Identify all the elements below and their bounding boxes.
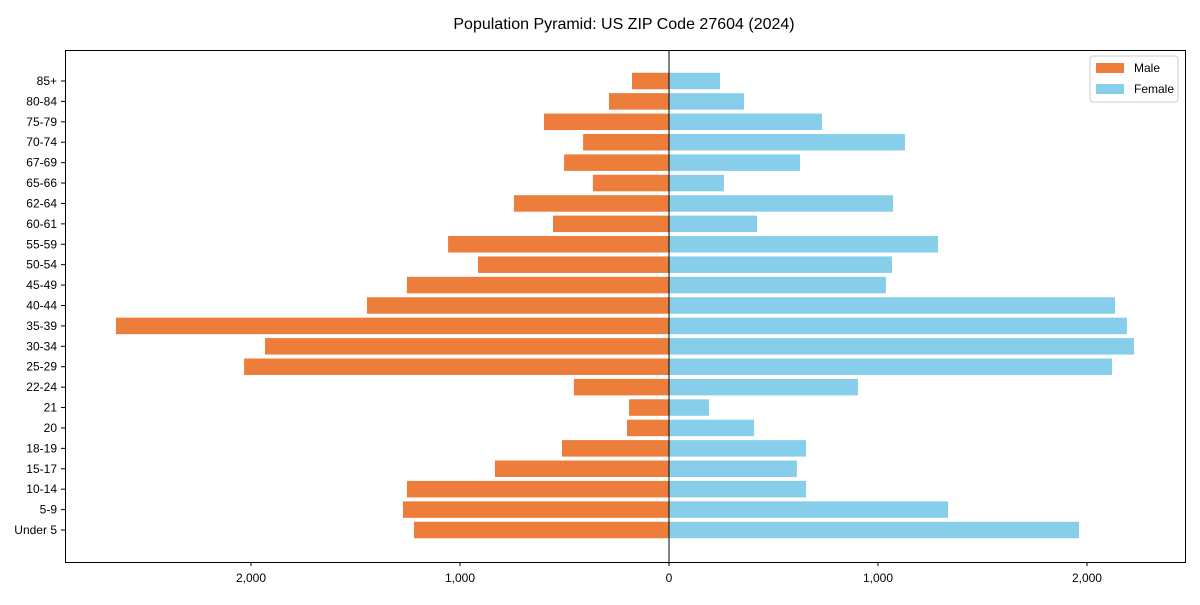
y-tick-label: 30-34 [26,339,57,353]
bar-female-5-9 [668,501,949,518]
bar-male-20 [626,419,669,437]
bar-female-35-39 [668,317,1127,335]
bar-male-40-44 [366,297,669,314]
bar-male-35-39 [115,317,669,335]
bar-male-67-69 [564,154,669,171]
x-tick-label: 2,000 [236,571,266,585]
legend-label-male: Male [1134,61,1160,75]
x-tick-label: 1,000 [863,571,893,585]
bar-male-5-9 [402,501,669,518]
y-tick-label: 18-19 [26,441,57,455]
bar-female-15-17 [668,460,797,478]
y-tick-label: 62-64 [26,196,57,210]
bar-male-15-17 [494,460,669,478]
y-tick-label: 55-59 [26,237,57,251]
bar-female-under-5 [668,521,1080,539]
x-tick-label: 2,000 [1072,571,1102,585]
bar-female-60-61 [668,215,757,233]
y-tick-label: 80-84 [26,94,57,108]
y-tick-label: 5-9 [40,503,58,517]
bar-female-45-49 [668,276,886,294]
y-tick-label: 45-49 [26,278,57,292]
bar-female-70-74 [668,133,905,151]
x-tick-label: 1,000 [445,571,475,585]
bar-male-10-14 [406,480,669,498]
x-tick-label: 0 [666,571,673,585]
bar-male-45-49 [406,276,669,294]
bar-male-75-79 [544,113,669,131]
y-tick-label: 67-69 [26,156,57,170]
bar-female-75-79 [668,113,822,131]
bar-female-22-24 [668,378,858,396]
y-tick-label: 70-74 [26,135,57,149]
bar-female-55-59 [668,236,938,253]
bar-female-80-84 [668,93,745,110]
bar-male-25-29 [244,358,669,375]
y-tick-label: 35-39 [26,319,57,333]
bar-female-21 [668,399,709,416]
bar-female-30-34 [668,338,1135,355]
bar-female-20 [668,419,755,437]
y-tick-label: 10-14 [26,482,57,496]
legend: Male Female [1089,55,1179,103]
y-tick-label: 40-44 [26,299,57,313]
bar-female-25-29 [668,358,1113,375]
bar-female-67-69 [668,154,801,171]
bar-female-18-19 [668,440,807,457]
y-tick-label: 20 [44,421,58,435]
y-tick-label: Under 5 [14,523,57,537]
bar-male-70-74 [583,133,669,151]
bar-male-55-59 [448,236,669,253]
y-tick-label: 25-29 [26,360,57,374]
bar-male-85+ [632,72,669,90]
y-tick-label: 21 [44,401,58,415]
bar-male-30-34 [265,338,669,355]
y-tick-label: 15-17 [26,462,57,476]
y-tick-label: 75-79 [26,115,57,129]
bar-male-18-19 [561,440,669,457]
bar-female-10-14 [668,480,807,498]
bar-male-65-66 [592,174,669,192]
bar-male-22-24 [573,378,669,396]
legend-swatch-male [1096,63,1124,73]
chart-title: Population Pyramid: US ZIP Code 27604 (2… [453,16,794,33]
bar-male-62-64 [513,195,669,212]
y-tick-label: 50-54 [26,258,57,272]
bar-male-60-61 [553,215,669,233]
bar-male-50-54 [477,256,669,273]
bar-female-62-64 [668,195,894,212]
plot-frame [65,50,1186,563]
bar-female-85+ [668,72,720,90]
y-tick-label: 60-61 [26,217,57,231]
bar-female-40-44 [668,297,1115,314]
bar-male-under-5 [414,521,669,539]
bar-male-80-84 [609,93,669,110]
y-tick-label: 65-66 [26,176,57,190]
bar-female-65-66 [668,174,724,192]
y-tick-label: 22-24 [26,380,57,394]
bar-male-21 [629,399,669,416]
y-tick-label: 85+ [37,74,57,88]
legend-swatch-female [1096,84,1124,94]
bar-female-50-54 [668,256,892,273]
legend-label-female: Female [1134,82,1174,96]
